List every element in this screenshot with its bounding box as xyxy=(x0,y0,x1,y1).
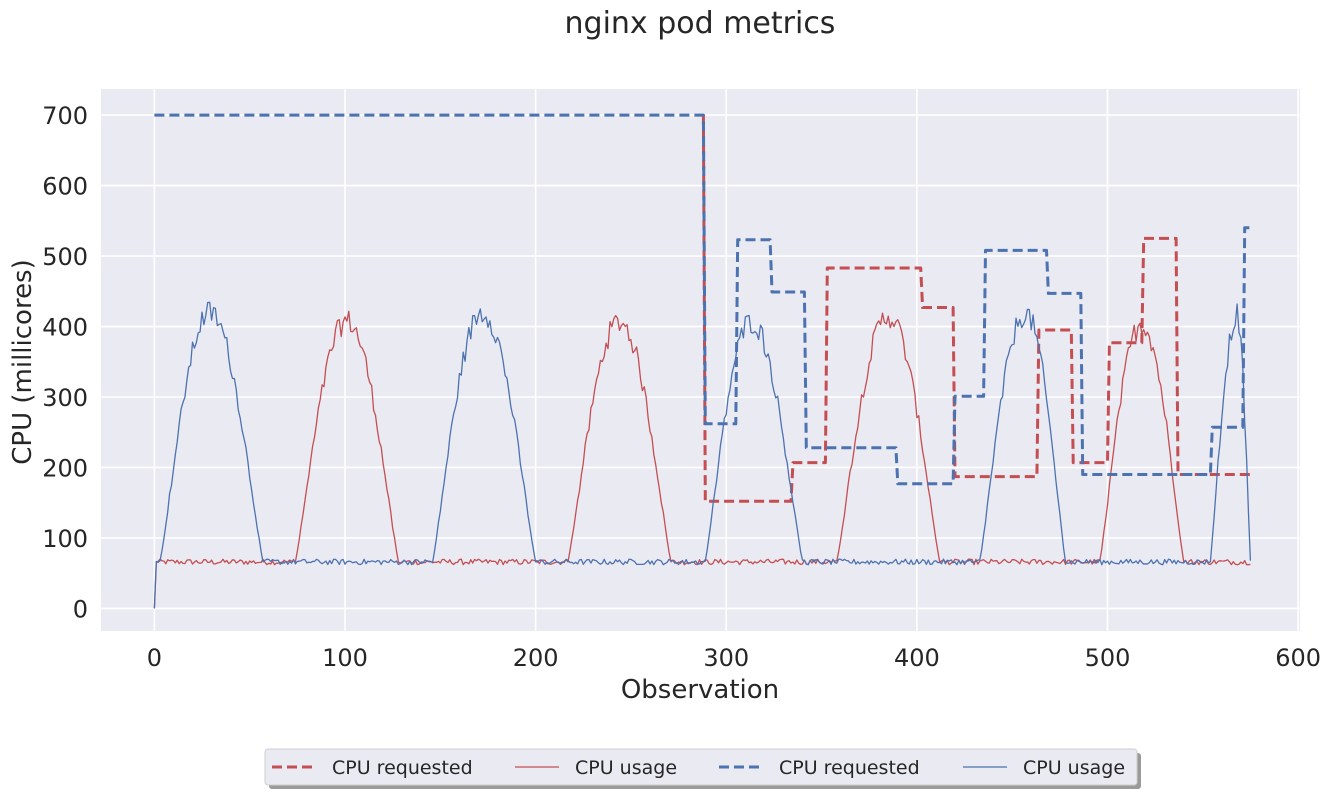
x-tick-label: 600 xyxy=(1275,644,1321,672)
legend-label: CPU requested xyxy=(779,757,920,779)
legend-label: CPU usage xyxy=(575,757,677,779)
y-tick-label: 700 xyxy=(42,102,88,130)
y-tick-label: 600 xyxy=(42,173,88,201)
legend-box xyxy=(264,748,1138,786)
x-tick-label: 500 xyxy=(1085,644,1131,672)
legend-label: CPU usage xyxy=(1023,757,1125,779)
chart-title: nginx pod metrics xyxy=(565,6,836,41)
x-tick-label: 0 xyxy=(147,644,162,672)
legend-items: CPU requested CPU usage CPU requested CPU u… xyxy=(272,757,1125,779)
plot-lines xyxy=(153,113,1252,609)
cpu-requested-line-red xyxy=(701,115,1251,503)
grid xyxy=(101,89,1300,631)
x-tick-label: 100 xyxy=(322,644,368,672)
x-tick-label: 300 xyxy=(703,644,749,672)
y-tick-label: 400 xyxy=(42,314,88,342)
y-tick-label: 0 xyxy=(73,595,88,623)
y-axis-label: CPU (millicores) xyxy=(8,259,38,465)
plot-area xyxy=(101,89,1300,631)
y-tick-label: 500 xyxy=(42,243,88,271)
y-axis: 0 100 200 300 400 500 600 700 xyxy=(42,102,88,623)
cpu-usage-line-blue xyxy=(153,301,1252,609)
x-axis-label: Observation xyxy=(621,675,779,705)
y-tick-label: 300 xyxy=(42,384,88,412)
x-tick-label: 400 xyxy=(894,644,940,672)
legend: CPU requested CPU usage CPU requested CPU u… xyxy=(264,748,1141,789)
cpu-requested-line-blue xyxy=(154,113,1251,486)
cpu-usage-line-red xyxy=(153,310,1251,609)
y-tick-label: 100 xyxy=(42,525,88,553)
y-tick-label: 200 xyxy=(42,454,88,482)
x-axis: 0 100 200 300 400 500 600 xyxy=(147,644,1321,672)
legend-label: CPU requested xyxy=(332,757,473,779)
x-tick-label: 200 xyxy=(513,644,559,672)
